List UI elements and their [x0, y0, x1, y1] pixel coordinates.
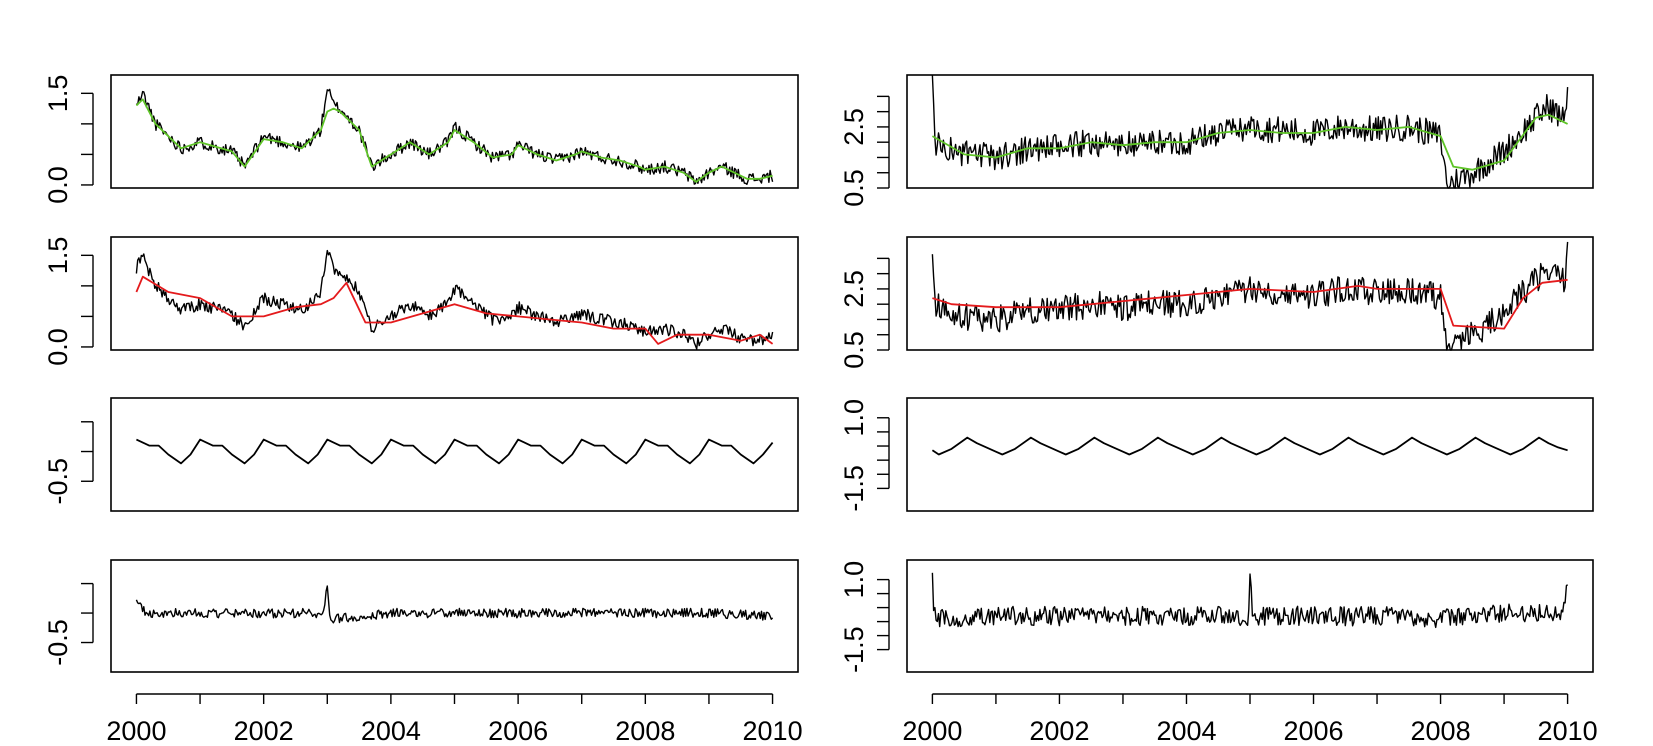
x-tick-label: 2010	[743, 716, 803, 746]
series-line-observed	[931, 241, 1569, 351]
y-tick-label: -1.5	[839, 626, 869, 673]
series-line-trend	[135, 275, 774, 345]
panel-right-1: 0.5 2.5	[839, 74, 1594, 207]
y-tick-label: 1.5	[43, 75, 73, 113]
plot-frame	[110, 559, 799, 673]
x-tick-label: 2000	[106, 716, 166, 746]
series-line-observed	[136, 88, 774, 186]
panel-right-2: 0.5 2.5	[839, 236, 1594, 369]
y-tick-label: 1.0	[839, 561, 869, 599]
panel-left-2: 0.0 1.5	[43, 236, 799, 366]
y-tick-label: -0.5	[43, 458, 73, 505]
y-tick-label: 1.0	[839, 399, 869, 437]
x-tick-label: 2004	[361, 716, 421, 746]
y-tick-label: 1.5	[43, 237, 73, 275]
plot-frame	[906, 559, 1594, 673]
plot-frame	[906, 397, 1594, 512]
plot-frame	[110, 397, 799, 512]
series-line-trend	[932, 278, 1568, 330]
x-tick-label: 2000	[902, 716, 962, 746]
plot-frame	[906, 74, 1594, 189]
y-tick-label: 2.5	[839, 270, 869, 308]
x-tick-label: 2008	[1411, 716, 1471, 746]
y-tick-label: 0.5	[839, 169, 869, 207]
plot-frame	[110, 236, 799, 351]
plot-frame	[906, 236, 1594, 351]
plot-frame	[110, 74, 799, 189]
y-tick-label: -0.5	[43, 619, 73, 666]
x-tick-label: 2004	[1156, 716, 1216, 746]
x-tick-label: 2002	[234, 716, 294, 746]
panel-left-4: -0.5 2000 2002 2004 2006 2008 2010	[43, 559, 803, 746]
x-tick-label: 2010	[1538, 716, 1598, 746]
series-line-fitted	[931, 113, 1568, 171]
series-line-seasonal	[931, 436, 1568, 456]
panel-right-4: -1.5 1.0 2000 2002 2004 2006 2008 2010	[839, 559, 1598, 746]
x-tick-label: 2006	[1283, 716, 1343, 746]
y-tick-label: 0.0	[43, 328, 73, 366]
series-line-residual	[931, 572, 1569, 629]
y-tick-label: 0.5	[839, 331, 869, 369]
series-line-seasonal	[136, 438, 774, 465]
panel-right-3: -1.5 1.0	[839, 397, 1594, 512]
y-tick-label: 2.5	[839, 108, 869, 146]
y-tick-label: -1.5	[839, 465, 869, 512]
x-tick-label: 2008	[615, 716, 675, 746]
y-tick-label: 0.0	[43, 166, 73, 204]
panel-left-1: 0.0 1.5	[43, 74, 799, 204]
series-line-observed	[931, 75, 1569, 189]
series-line-observed	[135, 249, 774, 350]
x-tick-label: 2002	[1029, 716, 1089, 746]
panel-left-3: -0.5	[43, 397, 799, 512]
series-line-residual	[135, 585, 774, 624]
series-line-fitted	[135, 98, 773, 183]
x-tick-label: 2006	[488, 716, 548, 746]
